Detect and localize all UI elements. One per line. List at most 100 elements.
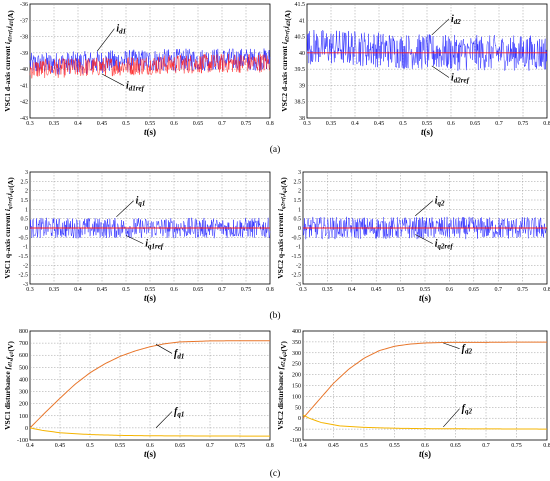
annotation-id1ref: id1ref [126,81,145,93]
annotation-id2: id2 [451,14,461,26]
x-tick-label: 0.45 [328,443,339,449]
annotation-fq1: fq1 [174,407,184,419]
annotation-leader [415,200,433,217]
x-tick-label: 0.4 [348,287,356,293]
x-tick-label: 0.75 [517,287,528,293]
x-tick-label: 0.55 [145,287,156,293]
y-tick-label: -1 [296,245,301,251]
x-tick-label: 0.35 [326,121,337,127]
y-tick-label: 2.5 [294,179,302,185]
annotation-iq2ref: iq2ref [435,239,454,251]
annotation-fd1: fd1 [174,348,184,360]
annotation-fq2: fq2 [462,404,473,416]
y-tick-label: 400 [292,329,301,335]
x-tick-label: 0.5 [397,287,405,293]
y-tick-label: -100 [17,438,28,444]
y-tick-label: 300 [292,351,301,357]
annotation-iq2: iq2 [435,196,445,208]
y-tick-label: -2 [23,263,28,269]
x-tick-label: 0.5 [399,121,407,127]
y-tick-label: 400 [19,377,28,383]
annotation-id1: id1 [116,24,126,36]
y-tick-label: 1.5 [21,198,29,204]
y-tick-label: 3 [25,170,28,176]
x-tick-label: 0.8 [543,121,550,127]
x-tick-label: 0.7 [495,121,503,127]
x-tick-label: 0.8 [266,443,274,449]
x-tick-label: 0.55 [145,121,156,127]
x-tick-label: 0.3 [26,287,34,293]
x-tick-label: 0.6 [170,121,178,127]
y-tick-label: 800 [19,329,28,335]
y-tick-label: 0 [298,416,301,422]
caption-a: (a) [270,144,281,155]
y-tick-label: 1.5 [294,198,302,204]
x-tick-label: 0.65 [450,443,461,449]
annotation-leader [431,18,450,36]
x-tick-label: 0.3 [299,287,307,293]
y-tick-label: 300 [19,390,28,396]
x-tick-label: 0.5 [122,287,130,293]
y-tick-label: -42 [20,100,28,106]
annotation-leader [431,65,450,78]
x-tick-label: 0.65 [193,121,204,127]
y-tick-label: 39 [299,83,305,89]
x-tick-label: 0.8 [266,287,274,293]
y-tick-label: 38 [299,116,305,122]
annotation-leader [96,28,115,52]
x-tick-label: 0.65 [470,121,481,127]
y-tick-label: -50 [293,427,301,433]
x-axis-label: t(s) [144,449,156,459]
x-tick-label: 0.65 [193,287,204,293]
x-tick-label: 0.65 [175,443,186,449]
y-tick-label: 100 [292,394,301,400]
annotation-leader [101,73,125,86]
caption-b: (b) [269,310,280,321]
x-tick-label: 0.45 [97,287,108,293]
y-tick-label: 2.5 [21,179,29,185]
x-tick-label: 0.75 [241,287,252,293]
series-line-fd1 [29,340,270,429]
y-tick-label: 150 [292,384,301,390]
annotation-leader [155,344,173,354]
x-tick-label: 0.6 [446,287,454,293]
x-tick-label: 0.45 [371,287,382,293]
y-tick-label: -41 [20,83,28,89]
y-tick-label: -40 [20,67,28,73]
y-tick-label: 700 [19,341,28,347]
series-line-fq2 [302,414,548,430]
x-tick-label: 0.55 [422,121,433,127]
y-tick-label: 40.5 [295,35,306,41]
series-line-fd2 [302,341,547,419]
annotation-iq1ref: iq1ref [145,239,164,251]
x-tick-label: 0.45 [55,443,66,449]
chart-b-right: 0.3 0.35 0.4 0.45 0.5 0.55 0.6 0.65 0.7 0.75 0.8 -3… [276,170,550,303]
y-tick-label: 100 [19,414,28,420]
y-tick-label: 40 [299,51,305,57]
x-tick-label: 0.7 [218,121,226,127]
x-tick-label: 0.35 [49,121,60,127]
y-tick-label: 0 [25,226,28,232]
x-tick-label: 0.55 [115,443,126,449]
x-tick-label: 0.6 [170,287,178,293]
y-axis-label: VSC2 disturbance fd2,fq2(V) [276,341,288,430]
y-tick-label: -3 [23,282,28,288]
series-line-id1ref [29,53,271,79]
chart-a-right: 0.3 0.35 0.4 0.45 0.5 0.55 0.6 0.65 0.7 0.75 0.8 38… [280,2,550,137]
y-tick-label: -1.5 [19,254,29,260]
y-tick-label: 38.5 [295,100,306,106]
x-tick-label: 0.55 [389,443,400,449]
caption-c: (c) [270,468,281,479]
y-tick-label: 0 [298,226,301,232]
x-tick-label: 0.75 [511,443,522,449]
y-tick-label: 0.5 [21,217,29,223]
y-tick-label: 41.5 [295,2,306,8]
x-tick-label: 0.6 [447,121,455,127]
y-axis-label: VSC1 q-axis current iq1ref,iq1(A) [3,177,15,279]
x-axis-label: t(s) [144,127,156,137]
x-tick-label: 0.4 [299,443,307,449]
x-axis-label: t(s) [419,449,431,459]
y-tick-label: -36 [20,2,28,8]
y-tick-label: 350 [292,340,301,346]
